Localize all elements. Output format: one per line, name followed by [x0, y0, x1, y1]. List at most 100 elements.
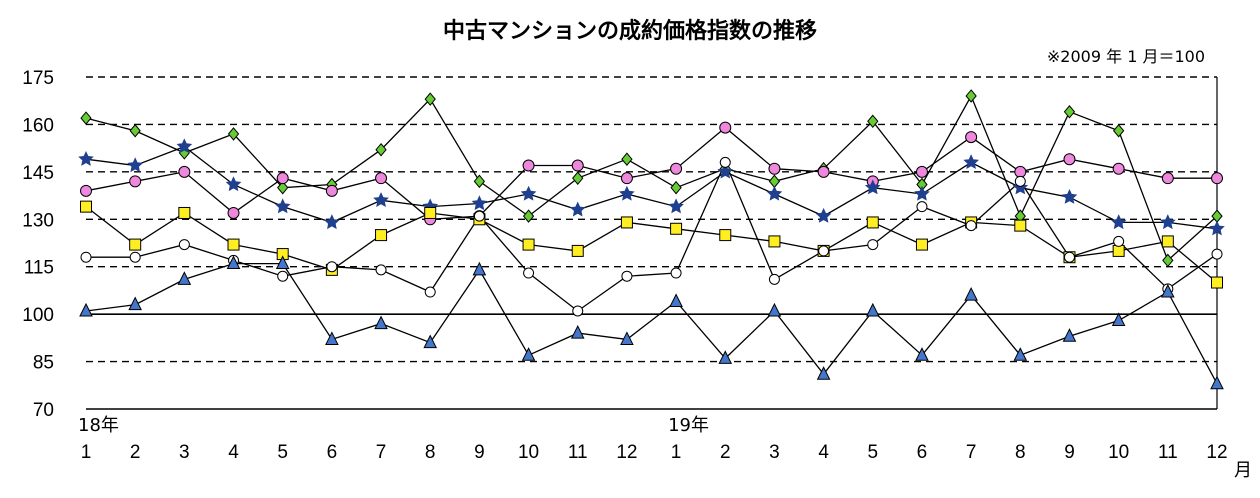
series-3-point	[471, 195, 488, 211]
series-5-point	[1113, 235, 1125, 247]
series-3-point	[619, 185, 635, 201]
series-2-point	[227, 206, 240, 219]
series-3-point	[1061, 188, 1078, 204]
series-2-point	[276, 172, 289, 185]
y-tick-label: 160	[22, 115, 54, 136]
series-6-point	[915, 347, 929, 361]
series-4-point	[522, 238, 535, 251]
series-6-point	[1111, 312, 1126, 326]
x-tick-label: 11	[1158, 442, 1178, 463]
series-6-point	[1062, 328, 1077, 342]
x-tick-label: 2	[720, 442, 731, 463]
series-6-point	[177, 271, 192, 285]
x-tick-label: 7	[376, 442, 387, 463]
series-5-point	[818, 245, 830, 257]
series-5-point	[1014, 175, 1026, 187]
series-5-point	[719, 156, 731, 168]
series-6-point	[570, 324, 585, 339]
series-2-point	[522, 159, 535, 172]
series-1-point	[1162, 253, 1174, 268]
series-6-point	[521, 347, 536, 361]
series-6-point	[79, 302, 93, 317]
series-2-point	[375, 172, 388, 185]
year-label: 19年	[668, 415, 709, 436]
series-4-point	[129, 238, 142, 251]
series-2-point	[1211, 172, 1223, 185]
series-3-point	[1110, 214, 1127, 230]
x-tick-label: 11	[568, 442, 588, 463]
series-2-point	[80, 184, 92, 197]
series-6-point	[767, 302, 782, 317]
x-tick-label: 5	[277, 442, 288, 463]
series-1-point	[424, 92, 436, 106]
series-2-point	[670, 162, 683, 175]
series-1-point	[1211, 209, 1223, 223]
x-tick-label: 1	[671, 442, 682, 463]
series-3-point	[1160, 214, 1176, 230]
y-tick-label: 85	[33, 353, 54, 374]
x-tick-label: 9	[474, 442, 485, 463]
series-1-point	[375, 142, 387, 157]
series-4-point	[424, 206, 437, 219]
series-1-point	[572, 171, 584, 185]
x-tick-label: 3	[769, 442, 780, 463]
x-tick-label: 1	[81, 442, 92, 463]
series-1-line	[85, 94, 1218, 262]
x-tick-label: 8	[1015, 442, 1026, 463]
series-1-point	[867, 114, 879, 129]
series-2-point	[325, 184, 338, 197]
series-1-point	[965, 89, 977, 103]
series-lines	[85, 94, 1218, 385]
series-5-point	[523, 267, 535, 279]
series-5-point	[129, 251, 141, 263]
series-4-point	[227, 238, 240, 251]
series-5-point	[867, 239, 879, 251]
series-6-point	[226, 255, 241, 270]
series-4-point	[915, 238, 928, 251]
y-tick-label: 70	[33, 400, 54, 421]
series-1-point	[473, 174, 486, 189]
series-1-point	[621, 152, 633, 166]
series-3-point	[668, 198, 684, 214]
series-6-point	[1210, 375, 1224, 390]
x-unit-label: 月	[1234, 460, 1252, 481]
series-5-point	[572, 305, 584, 317]
series-4-point	[866, 216, 879, 229]
series-4-point	[719, 229, 732, 242]
series-4-point	[1112, 244, 1125, 257]
series-5-point	[375, 264, 387, 276]
series-4-point	[178, 206, 191, 219]
x-tick-label: 10	[1108, 442, 1129, 463]
y-tick-label: 100	[22, 305, 54, 326]
series-1-point	[1063, 104, 1076, 119]
series-3-point	[1012, 179, 1029, 195]
y-tick-label: 175	[22, 68, 54, 89]
series-6-point	[718, 350, 733, 364]
series-3-point	[225, 176, 242, 192]
series-5-point	[473, 210, 485, 222]
y-tick-label: 145	[22, 163, 54, 184]
series-2-point	[1063, 153, 1076, 166]
series-5-point	[670, 267, 682, 279]
x-tick-label: 10	[518, 442, 539, 463]
series-1-point	[1113, 123, 1125, 138]
series-5-point	[277, 270, 289, 282]
series-4-point	[80, 200, 92, 213]
series-3-point	[914, 185, 930, 201]
series-5-point	[1211, 248, 1223, 260]
x-tick-label: 9	[1064, 442, 1075, 463]
series-2-point	[915, 165, 928, 178]
series-5-point	[424, 286, 436, 298]
x-tick-label: 12	[616, 442, 637, 463]
series-5-point	[1063, 251, 1075, 263]
series-4-point	[375, 229, 388, 242]
series-1-point	[80, 111, 92, 125]
series-4-point	[1014, 219, 1027, 232]
chart-title: 中古マンションの成約価格指数の推移	[443, 18, 817, 44]
series-3-point	[127, 157, 143, 173]
series-5-point	[621, 270, 633, 282]
series-6-point	[128, 296, 142, 311]
series-3-point	[963, 154, 979, 169]
